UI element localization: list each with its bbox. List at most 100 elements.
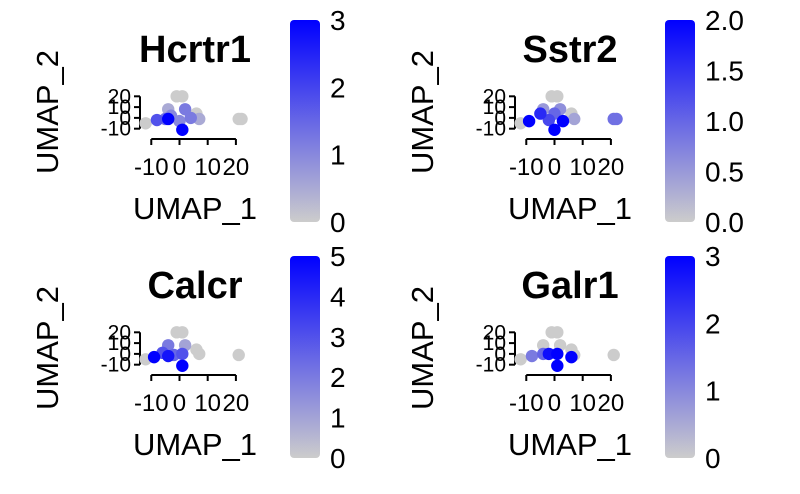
x-tick-label: -10 bbox=[509, 154, 544, 181]
colorbar-tick-label: 1 bbox=[705, 376, 721, 407]
data-point bbox=[551, 347, 564, 361]
data-point bbox=[232, 348, 245, 362]
y-tick-label: -10 bbox=[476, 118, 506, 141]
colorbar-tick-label: 1 bbox=[330, 403, 346, 434]
data-point bbox=[542, 113, 556, 127]
colorbar-tick-label: 4 bbox=[330, 281, 346, 312]
data-point bbox=[551, 90, 564, 103]
colorbar bbox=[665, 20, 695, 222]
panel-title: Galr1 bbox=[521, 265, 618, 307]
data-point bbox=[514, 353, 527, 366]
colorbar-tick-label: 2 bbox=[705, 308, 721, 339]
data-point bbox=[162, 349, 175, 363]
panel-title: Sstr2 bbox=[522, 29, 617, 71]
y-tick-label: 0 bbox=[494, 107, 506, 130]
data-point bbox=[610, 112, 623, 126]
y-tick-label: 10 bbox=[108, 96, 131, 119]
data-point bbox=[176, 90, 189, 103]
colorbar-tick-label: 2 bbox=[330, 362, 346, 393]
data-point bbox=[176, 326, 189, 339]
x-tick-label: 10 bbox=[194, 154, 221, 181]
x-axis-label: UMAP_1 bbox=[133, 427, 257, 462]
x-tick-label: 10 bbox=[569, 390, 596, 417]
colorbar bbox=[290, 256, 320, 458]
colorbar-tick-label: 2 bbox=[330, 72, 346, 103]
x-tick-label: 0 bbox=[173, 154, 186, 181]
data-point bbox=[548, 123, 561, 136]
colorbar-tick-label: 5 bbox=[330, 241, 346, 272]
data-point bbox=[150, 113, 164, 127]
colorbar bbox=[665, 256, 695, 458]
colorbar-tick-label: 1 bbox=[330, 140, 346, 171]
x-tick-label: 10 bbox=[569, 154, 596, 181]
y-tick-label: 0 bbox=[119, 343, 131, 366]
colorbar-tick-label: 0 bbox=[330, 207, 346, 238]
y-tick-label: 10 bbox=[483, 96, 506, 119]
x-tick-label: 0 bbox=[548, 390, 561, 417]
x-tick-label: 20 bbox=[223, 390, 250, 417]
colorbar-tick-label: 2.0 bbox=[705, 5, 744, 36]
y-tick-label: 20 bbox=[483, 85, 506, 108]
data-point bbox=[534, 107, 547, 120]
y-tick-label: 20 bbox=[108, 321, 131, 344]
x-axis-label: UMAP_1 bbox=[133, 191, 257, 226]
x-tick-label: 20 bbox=[598, 154, 625, 181]
y-tick-label: 0 bbox=[119, 107, 131, 130]
data-point bbox=[176, 347, 189, 361]
data-point bbox=[565, 350, 578, 364]
y-axis-label: UMAP_2 bbox=[405, 286, 440, 410]
data-point bbox=[176, 123, 189, 136]
panel-title: Hcrtr1 bbox=[139, 29, 251, 71]
data-point bbox=[147, 350, 161, 364]
colorbar-tick-label: 1.5 bbox=[705, 56, 744, 87]
y-tick-label: -10 bbox=[101, 354, 131, 377]
data-point bbox=[551, 326, 564, 339]
data-point bbox=[184, 111, 197, 125]
y-tick-label: 10 bbox=[483, 332, 506, 355]
y-axis-label: UMAP_2 bbox=[405, 50, 440, 174]
y-tick-label: -10 bbox=[476, 354, 506, 377]
colorbar bbox=[290, 20, 320, 222]
colorbar-tick-label: 3 bbox=[330, 322, 346, 353]
data-point bbox=[525, 349, 539, 363]
y-tick-label: 10 bbox=[108, 332, 131, 355]
data-point bbox=[193, 347, 206, 361]
x-tick-label: 20 bbox=[223, 154, 250, 181]
data-point bbox=[139, 117, 152, 130]
colorbar-tick-label: 3 bbox=[330, 5, 346, 36]
colorbar-tick-label: 0 bbox=[330, 443, 346, 474]
data-point bbox=[235, 112, 248, 126]
data-point bbox=[176, 359, 189, 372]
x-axis-label: UMAP_1 bbox=[508, 427, 632, 462]
colorbar-tick-label: 3 bbox=[705, 241, 721, 272]
x-tick-label: -10 bbox=[134, 390, 169, 417]
colorbar-tick-label: 0.5 bbox=[705, 157, 744, 188]
y-tick-label: 20 bbox=[108, 85, 131, 108]
colorbar-tick-label: 1.0 bbox=[705, 106, 744, 137]
x-tick-label: -10 bbox=[134, 154, 169, 181]
data-point bbox=[522, 114, 536, 128]
data-point bbox=[556, 114, 570, 128]
x-tick-label: 20 bbox=[598, 390, 625, 417]
x-axis-label: UMAP_1 bbox=[508, 191, 632, 226]
y-tick-label: 0 bbox=[494, 343, 506, 366]
colorbar-tick-label: 0.0 bbox=[705, 207, 744, 238]
data-point bbox=[607, 348, 620, 362]
y-axis-label: UMAP_2 bbox=[30, 286, 65, 410]
x-tick-label: 0 bbox=[173, 390, 186, 417]
data-point bbox=[568, 112, 581, 126]
data-point bbox=[162, 112, 175, 126]
y-tick-label: -10 bbox=[101, 118, 131, 141]
x-tick-label: -10 bbox=[509, 390, 544, 417]
colorbar-tick-label: 0 bbox=[705, 443, 721, 474]
data-point bbox=[551, 359, 564, 372]
panel-title: Calcr bbox=[147, 265, 242, 307]
y-tick-label: 20 bbox=[483, 321, 506, 344]
y-axis-label: UMAP_2 bbox=[30, 50, 65, 174]
x-tick-label: 10 bbox=[194, 390, 221, 417]
